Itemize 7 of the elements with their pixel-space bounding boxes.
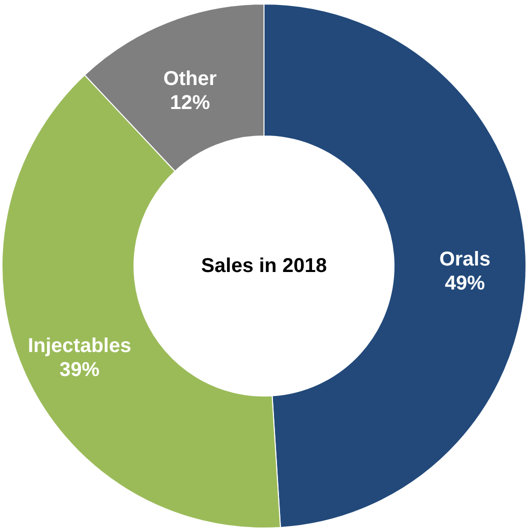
- data-label: 39%: [60, 358, 100, 381]
- slice-label: Injectables: [28, 334, 132, 357]
- data-label: 12%: [170, 92, 210, 114]
- data-label: 49%: [444, 272, 486, 295]
- slice-label: Other: [163, 68, 217, 90]
- text: Sales in 2018: [201, 255, 327, 277]
- slice-label: Orals: [439, 248, 490, 271]
